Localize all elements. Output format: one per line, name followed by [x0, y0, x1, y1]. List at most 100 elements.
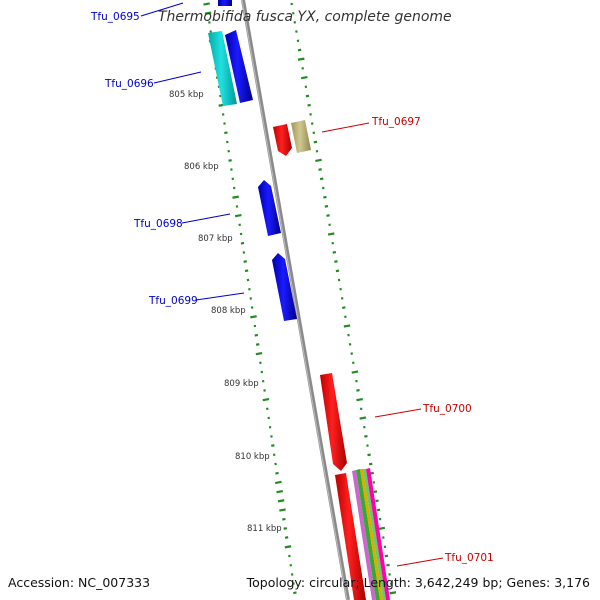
gc-tick: [305, 94, 310, 98]
gc-tick: [368, 462, 373, 466]
gene-feature-tfu0695[interactable]: [218, 0, 232, 6]
gene-feature-tfu0699[interactable]: [272, 253, 297, 321]
gc-tick: [232, 195, 239, 199]
gc-tick: [261, 379, 265, 383]
gene-label-tfu0697[interactable]: Tfu_0697: [371, 116, 421, 128]
gc-tick: [370, 471, 374, 475]
gc-tick: [248, 287, 251, 291]
gene-feature-tfu0697[interactable]: [291, 120, 311, 153]
leader-line-tfu0700: [374, 408, 422, 418]
gc-tick: [253, 324, 257, 328]
gc-tick: [319, 177, 324, 181]
gene-label-tfu0698[interactable]: Tfu_0698: [133, 218, 183, 230]
gc-tick: [282, 517, 286, 521]
gc-tick: [221, 113, 225, 116]
gc-tick: [284, 545, 292, 549]
gc-tick: [290, 573, 294, 576]
gc-tick: [310, 122, 314, 125]
gc-tick: [239, 232, 243, 236]
gc-tick: [343, 324, 351, 328]
leader-line-tfu0696: [153, 71, 202, 84]
gc-tick: [313, 140, 318, 144]
scale-tick-806: 806 kbp: [184, 162, 219, 172]
gene-feature-tfu0701-red[interactable]: [335, 473, 366, 600]
gc-tick: [240, 241, 245, 245]
gc-tick: [289, 563, 293, 567]
gc-tick: [327, 232, 335, 236]
gc-tick: [335, 269, 340, 273]
gc-tick: [204, 11, 212, 15]
gc-tick: [255, 351, 263, 356]
scale-tick-809: 809 kbp: [224, 379, 259, 389]
leader-line-tfu0698: [181, 213, 231, 224]
gene-feature-tfu0696-cyan[interactable]: [208, 31, 237, 106]
gc-tick: [384, 554, 389, 558]
gc-tick: [292, 582, 295, 585]
gc-tick: [244, 269, 249, 273]
gc-tick: [323, 195, 327, 199]
gc-tick: [389, 591, 397, 595]
gc-tick: [331, 241, 334, 245]
gc-tick: [290, 2, 293, 6]
gene-feature-tfu0698[interactable]: [258, 180, 281, 236]
gc-tick: [293, 21, 297, 24]
gc-tick: [260, 370, 264, 374]
gc-tick: [234, 213, 242, 218]
gc-tick: [283, 527, 288, 530]
gc-tick: [307, 103, 311, 107]
gc-tick: [274, 462, 277, 466]
gc-tick: [356, 388, 360, 392]
gc-tick: [238, 223, 241, 227]
gc-tick: [272, 453, 276, 457]
gc-tick: [230, 168, 233, 171]
gene-feature-tfu0696[interactable]: [225, 30, 253, 103]
gc-tick: [372, 481, 376, 484]
gc-tick: [293, 591, 297, 595]
scale-tick-811: 811 kbp: [247, 524, 282, 534]
genome-backbone: [241, 0, 350, 600]
gc-tick: [297, 57, 305, 61]
genome-summary: Topology: circular; Length: 3,642,249 bp…: [246, 575, 590, 590]
gc-tick: [296, 39, 300, 43]
genome-backbone-highlight: [241, 0, 348, 600]
gc-tick: [332, 250, 337, 254]
gc-tick: [348, 343, 352, 346]
gc-tick: [376, 508, 381, 512]
gc-tick: [337, 278, 341, 282]
gc-tick: [352, 361, 355, 365]
gene-label-tfu0695[interactable]: Tfu_0695: [90, 11, 140, 23]
gc-tick: [309, 113, 312, 116]
gene-label-tfu0701[interactable]: Tfu_0701: [444, 552, 494, 564]
gene-label-tfu0699[interactable]: Tfu_0699: [148, 295, 198, 307]
gene-label-tfu0696[interactable]: Tfu_0696: [104, 78, 154, 90]
gc-tick: [295, 30, 298, 33]
gc-tick: [242, 251, 246, 254]
gene-feature-tfu0700[interactable]: [320, 373, 347, 471]
gc-tick: [288, 554, 291, 558]
gc-tick: [340, 297, 344, 300]
gene-feature-tfu0697-red[interactable]: [273, 124, 292, 156]
gene-feature-tfu0701-multicolor[interactable]: [352, 468, 390, 600]
gc-tick: [322, 186, 325, 190]
gc-tick: [250, 315, 257, 319]
gc-tick: [351, 370, 359, 374]
gc-tick: [277, 499, 285, 503]
map-title: Thermobifida fusca YX, complete genome: [158, 9, 452, 25]
gc-tick: [359, 407, 363, 411]
gc-tick: [279, 508, 286, 512]
gc-tick: [270, 435, 273, 438]
gc-tick: [263, 389, 266, 392]
gc-tick: [262, 397, 270, 402]
gc-tick: [386, 563, 390, 567]
gc-tick: [388, 573, 391, 576]
gc-tick: [292, 11, 295, 15]
gc-tick: [304, 85, 308, 89]
gc-tick: [254, 333, 259, 337]
gc-tick: [246, 278, 250, 282]
gc-tick: [363, 425, 366, 429]
gc-tick: [223, 122, 226, 125]
gene-label-tfu0700[interactable]: Tfu_0700: [422, 403, 472, 415]
leader-line-tfu0701: [396, 557, 444, 567]
gc-content-track-outer: [290, 2, 397, 595]
